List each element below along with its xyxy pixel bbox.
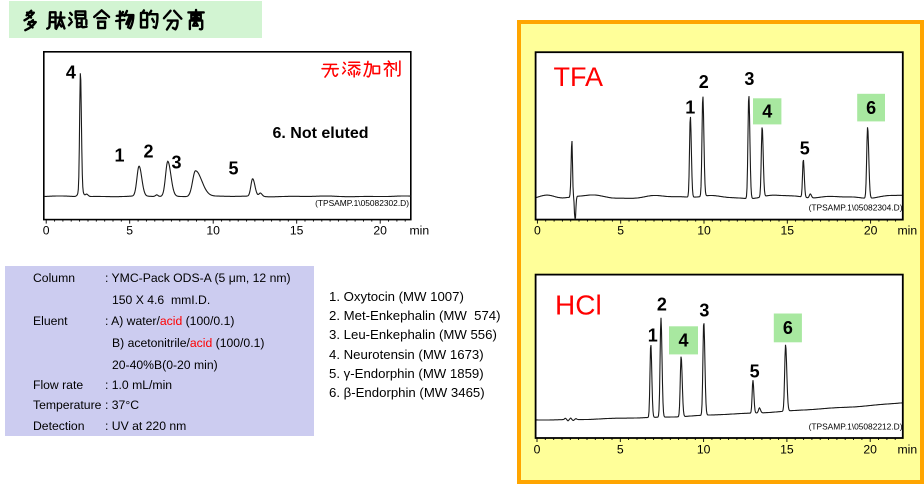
svg-text:min: min (410, 224, 430, 238)
svg-text:(TPSAMP.1\05082212.D): (TPSAMP.1\05082212.D) (809, 422, 903, 432)
svg-text:min: min (898, 224, 918, 238)
svg-text:6: 6 (783, 318, 793, 338)
svg-text:0: 0 (43, 224, 50, 238)
svg-text:2: 2 (699, 72, 709, 92)
svg-text:TFA: TFA (554, 62, 604, 92)
svg-text:0: 0 (534, 224, 541, 238)
svg-text:(TPSAMP.1\05082304.D): (TPSAMP.1\05082304.D) (809, 203, 903, 213)
svg-text:1: 1 (648, 325, 658, 345)
svg-text:4: 4 (66, 63, 76, 83)
svg-text:15: 15 (781, 224, 795, 238)
svg-text:HCl: HCl (555, 289, 602, 320)
svg-text:10: 10 (206, 224, 220, 238)
svg-text:20: 20 (863, 443, 877, 457)
svg-text:5: 5 (126, 224, 133, 238)
svg-text:15: 15 (290, 224, 304, 238)
svg-text:4: 4 (678, 331, 688, 351)
svg-text:min: min (898, 443, 918, 457)
svg-text:4: 4 (762, 102, 772, 122)
svg-text:5: 5 (617, 443, 624, 457)
svg-text:5: 5 (617, 224, 624, 238)
svg-text:3: 3 (699, 301, 709, 321)
svg-text:15: 15 (780, 443, 794, 457)
svg-text:1: 1 (114, 146, 124, 166)
svg-text:0: 0 (534, 443, 541, 457)
svg-text:(TPSAMP.1\05082302.D): (TPSAMP.1\05082302.D) (315, 198, 409, 208)
svg-text:5: 5 (750, 361, 760, 381)
svg-text:5: 5 (800, 139, 810, 159)
svg-text:6. Not eluted: 6. Not eluted (273, 125, 369, 142)
svg-text:3: 3 (171, 152, 181, 172)
svg-text:2: 2 (143, 142, 153, 162)
svg-text:2: 2 (657, 294, 667, 314)
svg-text:6: 6 (866, 98, 876, 118)
svg-text:3: 3 (744, 69, 754, 89)
svg-text:10: 10 (697, 443, 711, 457)
svg-text:20: 20 (864, 224, 878, 238)
svg-text:5: 5 (228, 159, 238, 179)
svg-text:10: 10 (697, 224, 711, 238)
svg-text:1: 1 (685, 98, 695, 118)
svg-text:20: 20 (373, 224, 387, 238)
